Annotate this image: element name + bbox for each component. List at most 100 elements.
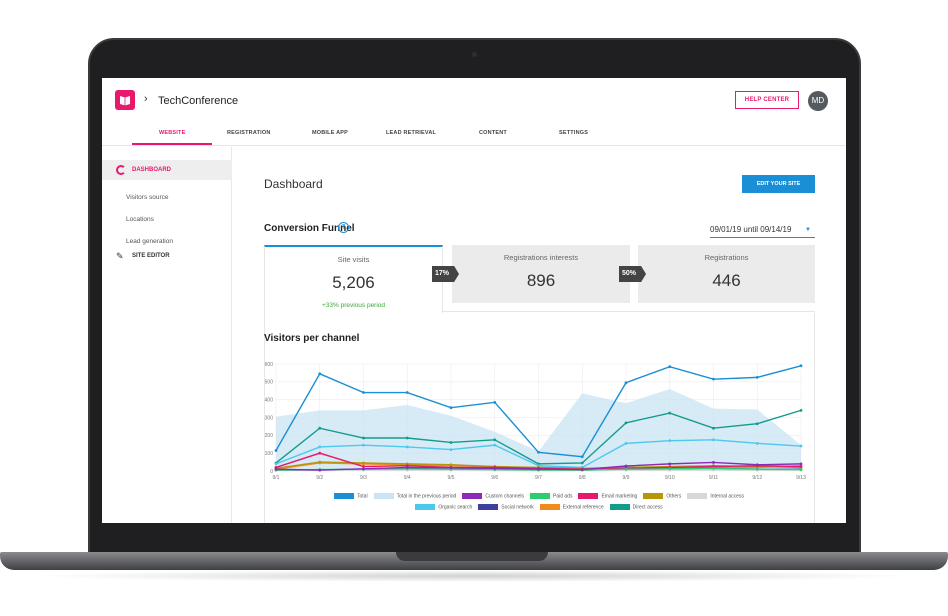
help-circle-icon[interactable]: ? — [338, 222, 349, 233]
legend-label: Direct access — [632, 504, 663, 511]
legend-swatch — [415, 504, 436, 510]
sidebar-item-visitors-source[interactable]: Visitors source — [126, 194, 169, 201]
data-point — [274, 449, 278, 452]
legend-item[interactable]: Paid ads — [529, 493, 573, 500]
legend-item[interactable]: Social network — [478, 504, 534, 510]
legend-swatch — [578, 493, 599, 499]
legend-swatch — [373, 493, 394, 499]
card-value: 446 — [712, 271, 741, 290]
data-point — [712, 377, 715, 381]
data-point — [799, 444, 803, 448]
data-point — [799, 468, 803, 471]
funnel-card-registration-interests[interactable]: Registrations interests 896 — [452, 245, 630, 303]
date-range-select[interactable]: 09/01/19 until 09/14/19 — [710, 225, 792, 234]
data-point — [755, 441, 759, 445]
data-point — [362, 443, 365, 447]
data-point — [274, 467, 278, 471]
data-point — [712, 466, 715, 470]
data-point — [624, 441, 628, 445]
tab-registration[interactable]: REGISTRATION — [227, 130, 271, 136]
legend-item[interactable]: Internal access — [687, 493, 744, 499]
data-point — [405, 391, 409, 394]
data-point — [799, 364, 803, 368]
active-tab-indicator — [132, 143, 212, 145]
legend-item[interactable]: Total — [334, 493, 368, 499]
card-change: +33% previous period — [321, 302, 386, 309]
legend-item[interactable]: External reference — [539, 504, 604, 510]
data-point — [362, 465, 365, 468]
y-tick-label: 600 — [265, 362, 274, 368]
conversion-rate-badge: 50% — [619, 266, 646, 282]
laptop-base — [0, 552, 948, 570]
legend-label: Paid ads — [552, 493, 573, 500]
sidebar: DASHBOARD Visitors source Locations Lead… — [102, 147, 232, 523]
app-logo[interactable] — [115, 90, 135, 110]
y-tick-label: 500 — [265, 380, 274, 386]
data-point — [362, 436, 365, 440]
date-range-underline — [710, 237, 815, 238]
legend-item[interactable]: Total in the previous period — [373, 493, 456, 499]
data-point — [449, 406, 453, 410]
laptop-shadow — [30, 570, 918, 582]
funnel-card-site-visits[interactable]: Site visits 5,206 +33% previous period — [264, 245, 443, 313]
book-icon — [120, 96, 130, 106]
x-tick-label: 9/11 — [709, 475, 719, 481]
main-nav-tabs: WEBSITE REGISTRATION MOBILE APP LEAD RET… — [102, 126, 846, 146]
app-title[interactable]: TechConference — [158, 95, 239, 107]
series-area — [276, 388, 801, 471]
data-point — [668, 411, 672, 415]
data-point — [799, 465, 803, 468]
laptop-notch — [396, 552, 548, 561]
sidebar-dashboard-label[interactable]: DASHBOARD — [132, 167, 171, 173]
tab-content[interactable]: CONTENT — [479, 130, 507, 136]
data-point — [405, 436, 409, 440]
visitors-line-chart: 0 100 200 300 400 500 600 9/1 9/2 9/3 9/4 9/5 9/6 9/7… — [265, 362, 806, 481]
data-point — [405, 466, 409, 469]
data-point — [493, 466, 497, 470]
data-point — [318, 426, 322, 430]
x-tick-label: 9/13 — [796, 475, 806, 481]
chart-title: Visitors per channel — [264, 333, 360, 344]
data-point — [799, 408, 803, 412]
x-tick-label: 9/2 — [316, 475, 323, 481]
tab-mobile-app[interactable]: MOBILE APP — [312, 130, 349, 136]
sidebar-item-lead-generation[interactable]: Lead generation — [126, 238, 173, 245]
data-point — [318, 372, 322, 376]
x-tick-label: 9/9 — [623, 475, 630, 481]
legend-swatch — [687, 493, 708, 499]
legend-item[interactable]: Others — [643, 493, 681, 499]
sidebar-item-locations[interactable]: Locations — [126, 216, 154, 223]
tab-website[interactable]: WEBSITE — [159, 130, 186, 136]
tab-settings[interactable]: SETTINGS — [559, 130, 589, 136]
legend-label: Social network — [501, 504, 534, 511]
legend-item[interactable]: Custom channels — [462, 493, 524, 499]
caret-down-icon[interactable]: ▼ — [805, 227, 811, 233]
conversion-funnel-title: Conversion Funnel — [264, 223, 355, 234]
avatar[interactable]: MD — [808, 91, 828, 111]
legend-item[interactable]: Direct access — [609, 504, 663, 511]
sidebar-item-dashboard[interactable] — [102, 160, 232, 180]
y-tick-label: 100 — [265, 451, 274, 457]
y-tick-label: 0 — [270, 469, 273, 475]
funnel-card-registrations[interactable]: Registrations 446 — [638, 245, 815, 303]
legend-swatch — [462, 493, 483, 499]
legend-swatch — [529, 493, 550, 499]
data-point — [624, 381, 628, 385]
legend-item[interactable]: Email marketing — [578, 493, 637, 499]
x-tick-label: 9/6 — [491, 475, 498, 481]
conversion-rate-badge: 17% — [432, 266, 459, 282]
legend-swatch — [643, 493, 664, 499]
x-tick-label: 9/8 — [579, 475, 586, 481]
edit-your-site-button[interactable]: EDIT YOUR SITE — [742, 175, 815, 193]
legend-label: Total — [357, 493, 368, 500]
data-point — [712, 426, 715, 430]
chart-panel — [264, 313, 815, 523]
help-center-button[interactable]: HELP CENTER — [735, 91, 799, 109]
data-point — [799, 462, 803, 466]
data-point — [405, 445, 409, 449]
tab-lead-retrieval[interactable]: LEAD RETRIEVAL — [386, 130, 437, 136]
sidebar-item-site-editor[interactable]: SITE EDITOR — [132, 253, 170, 259]
legend-item[interactable]: Organic search — [415, 504, 472, 510]
x-tick-label: 9/10 — [665, 475, 675, 481]
data-point — [580, 455, 584, 459]
